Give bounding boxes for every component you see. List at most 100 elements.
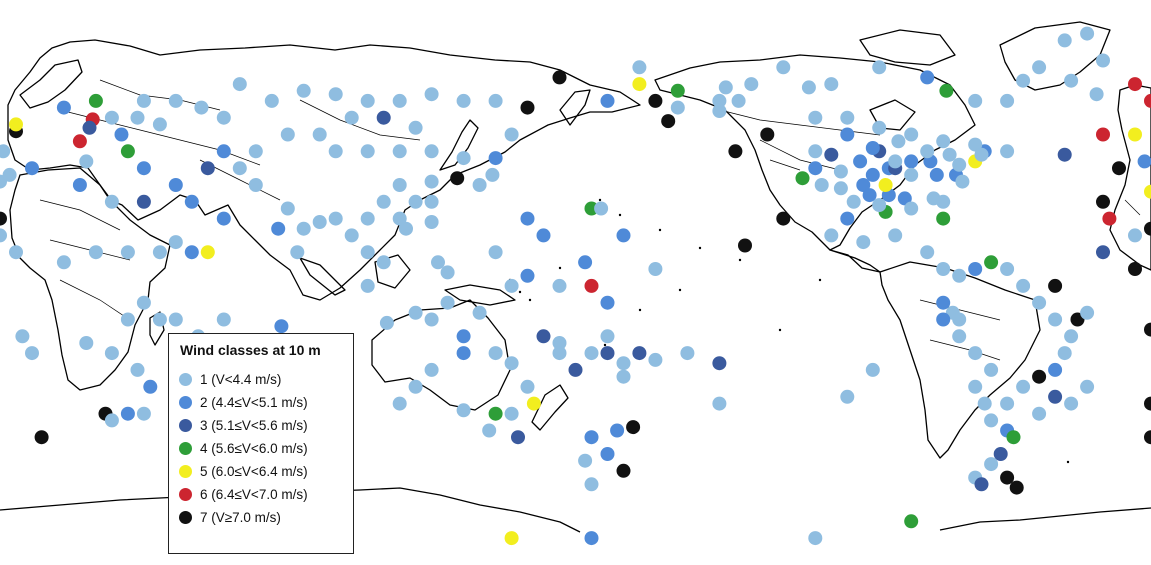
- europe-right-coast: [1109, 84, 1151, 271]
- station-marker-class-3: [82, 120, 97, 135]
- station-marker-class-2: [536, 228, 551, 243]
- station-marker-class-1: [136, 93, 151, 108]
- station-marker-class-1: [1080, 379, 1095, 394]
- south-america-coast: [879, 261, 1041, 459]
- station-marker-class-2: [968, 262, 983, 276]
- legend-label: 3 (5.1≤V<5.6 m/s): [200, 417, 308, 433]
- station-marker-class-2: [216, 211, 231, 226]
- station-marker-class-1: [1000, 93, 1015, 108]
- station-marker-class-2: [584, 430, 599, 445]
- class-1-swatch-icon: [179, 372, 192, 386]
- station-marker-class-2: [584, 531, 599, 546]
- station-marker-class-1: [520, 379, 535, 394]
- station-marker-class-2: [56, 100, 71, 115]
- station-marker-class-1: [216, 110, 231, 125]
- legend-row-class-3: 3 (5.1≤V<5.6 m/s): [179, 414, 308, 436]
- station-marker-class-1: [744, 77, 759, 92]
- station-marker-class-1: [360, 211, 375, 226]
- station-marker-class-1: [1128, 228, 1142, 243]
- legend-label: 5 (6.0≤V<6.4 m/s): [200, 463, 308, 479]
- station-marker-class-1: [296, 221, 311, 236]
- station-marker-class-1: [0, 228, 7, 243]
- station-marker-class-1: [488, 245, 503, 260]
- station-marker-class-1: [936, 194, 951, 209]
- station-marker-class-1: [152, 117, 167, 132]
- station-marker-class-1: [952, 329, 967, 344]
- station-marker-class-1: [872, 198, 887, 213]
- station-marker-class-1: [344, 228, 359, 243]
- station-marker-class-6: [1144, 93, 1151, 108]
- station-marker-class-1: [1032, 60, 1047, 75]
- station-marker-class-7: [1144, 430, 1151, 445]
- station-marker-class-1: [578, 453, 593, 468]
- station-marker-class-1: [712, 104, 727, 118]
- station-marker-class-4: [939, 83, 954, 98]
- station-marker-class-1: [216, 312, 231, 327]
- station-marker-class-7: [1144, 322, 1151, 337]
- station-marker-class-1: [680, 346, 695, 361]
- station-marker-class-1: [936, 262, 951, 276]
- scandinavia-coast: [19, 59, 83, 109]
- legend-title: Wind classes at 10 m: [180, 342, 321, 358]
- station-marker-class-3: [993, 447, 1008, 461]
- station-marker-class-2: [578, 255, 593, 270]
- station-marker-class-5: [1144, 184, 1151, 199]
- legend-row-class-6: 6 (6.4≤V<7.0 m/s): [179, 483, 308, 505]
- legend-label: 6 (6.4≤V<7.0 m/s): [200, 486, 308, 502]
- station-marker-class-1: [280, 201, 295, 216]
- legend-row-class-5: 5 (6.0≤V<6.4 m/s): [179, 460, 308, 482]
- station-marker-class-1: [648, 352, 663, 367]
- legend-row-class-2: 2 (4.4≤V<5.1 m/s): [179, 391, 308, 413]
- station-marker-class-7: [728, 144, 743, 159]
- station-marker-class-4: [88, 93, 103, 108]
- station-marker-class-1: [1080, 26, 1095, 41]
- station-marker-class-1: [194, 100, 209, 115]
- station-marker-class-1: [408, 305, 423, 320]
- station-marker-class-1: [296, 83, 311, 98]
- station-marker-class-1: [888, 228, 903, 243]
- japan-coast: [439, 119, 479, 171]
- station-marker-class-1: [968, 346, 983, 361]
- station-marker-class-4: [584, 201, 599, 216]
- station-marker-class-1: [977, 396, 992, 411]
- station-marker-class-1: [360, 144, 375, 159]
- station-marker-class-1: [1096, 53, 1110, 68]
- station-marker-class-7: [776, 211, 791, 226]
- station-marker-class-3: [511, 430, 525, 445]
- station-marker-class-3: [600, 346, 615, 361]
- station-marker-class-1: [904, 201, 919, 216]
- greenland-coast: [999, 21, 1111, 91]
- station-marker-class-1: [424, 362, 439, 377]
- station-marker-class-2: [184, 194, 199, 209]
- station-marker-class-1: [833, 181, 848, 196]
- station-marker-class-4: [488, 406, 503, 421]
- station-marker-class-1: [328, 211, 343, 226]
- station-marker-class-3: [536, 329, 551, 344]
- station-marker-class-1: [104, 110, 119, 125]
- station-marker-class-7: [520, 100, 535, 115]
- station-marker-class-1: [584, 477, 599, 492]
- station-marker-class-1: [232, 161, 247, 176]
- station-marker-class-3: [1096, 245, 1110, 260]
- station-marker-class-7: [760, 127, 775, 142]
- station-marker-class-1: [392, 144, 407, 159]
- station-marker-class-1: [408, 120, 423, 135]
- station-marker-class-1: [120, 312, 135, 327]
- station-marker-class-2: [840, 127, 855, 142]
- station-marker-class-7: [626, 420, 641, 435]
- station-marker-class-1: [840, 110, 855, 125]
- station-marker-class-1: [104, 194, 119, 209]
- class-4-swatch-icon: [179, 441, 192, 455]
- station-marker-class-3: [200, 161, 215, 176]
- station-marker-class-2: [840, 211, 855, 226]
- station-marker-class-1: [392, 93, 407, 108]
- class-6-swatch-icon: [179, 487, 192, 501]
- station-marker-class-1: [718, 80, 733, 95]
- station-marker-class-3: [712, 356, 727, 371]
- station-marker-class-1: [392, 211, 407, 226]
- station-marker-class-1: [440, 265, 455, 280]
- station-marker-class-1: [485, 167, 500, 182]
- station-marker-class-2: [904, 154, 919, 169]
